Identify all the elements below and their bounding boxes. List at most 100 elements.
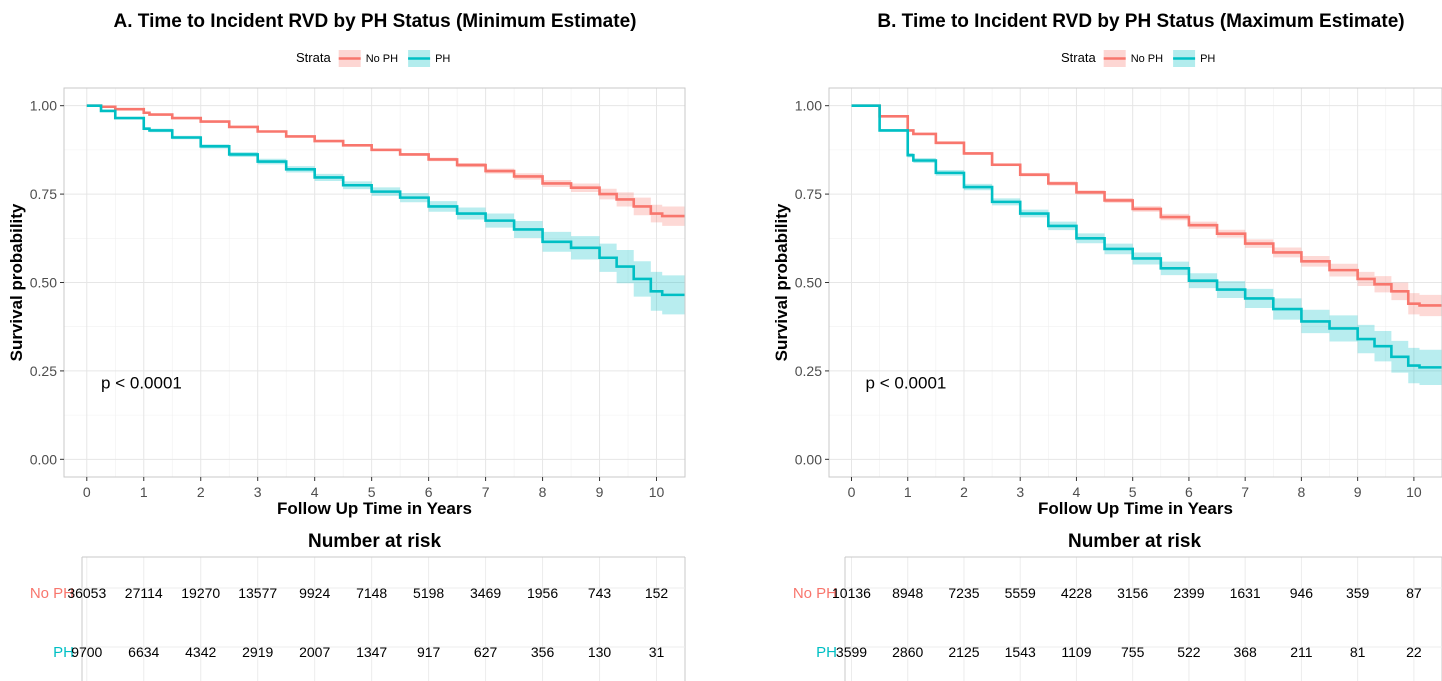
y-tick-label: 0.25 [30,363,57,379]
risk-count: 1956 [527,585,558,601]
risk-count: 13577 [238,585,277,601]
legend-label-no-ph: No PH [366,53,398,65]
risk-count: 946 [1290,585,1314,601]
y-axis-title: Survival probability [7,203,26,361]
risk-count: 2125 [948,644,979,660]
p-value-annotation: p < 0.0001 [101,374,182,393]
risk-count: 8948 [892,585,923,601]
x-axis-title: Follow Up Time in Years [277,499,472,518]
x-tick-label: 10 [649,484,665,500]
risk-count: 152 [645,585,669,601]
risk-count: 743 [588,585,612,601]
risk-count: 7148 [356,585,387,601]
survival-curve-no-ph [86,104,685,218]
y-tick-label: 1.00 [30,98,57,114]
survival-curve-ph [86,104,685,297]
x-tick-label: 3 [1016,484,1024,500]
risk-count: 7235 [948,585,979,601]
x-axis-title: Follow Up Time in Years [1038,499,1233,518]
risk-count: 368 [1233,644,1257,660]
risk-count: 3599 [836,644,867,660]
y-tick-label: 0.75 [30,186,57,202]
risk-count: 36053 [67,585,106,601]
risk-count: 27114 [125,585,163,601]
x-tick-label: 9 [596,484,604,500]
x-tick-label: 8 [1298,484,1306,500]
risk-count: 2860 [892,644,923,660]
risk-count: 6634 [128,644,159,660]
x-tick-label: 7 [482,484,490,500]
risk-count: 10136 [832,585,871,601]
risk-row-label-no-ph: No PH [793,585,837,602]
risk-count: 522 [1177,644,1201,660]
y-tick-label: 1.00 [795,98,822,114]
x-tick-label: 2 [960,484,968,500]
y-tick-label: 0.00 [795,451,822,467]
x-tick-label: 1 [904,484,912,500]
risk-count: 1543 [1005,644,1036,660]
risk-count: 2919 [242,644,273,660]
legend-title: Strata [296,50,331,65]
x-tick-label: 4 [1073,484,1081,500]
risk-count: 627 [474,644,498,660]
chart-title: B. Time to Incident RVD by PH Status (Ma… [877,11,1404,32]
x-tick-label: 8 [539,484,547,500]
y-tick-label: 0.75 [795,186,822,202]
risk-count: 5559 [1005,585,1036,601]
x-tick-label: 0 [83,484,91,500]
p-value-annotation: p < 0.0001 [866,374,947,393]
survival-curve-ph [851,104,1442,369]
grid [829,88,1442,477]
chart-title: A. Time to Incident RVD by PH Status (Mi… [114,11,637,32]
risk-count: 19270 [181,585,220,601]
risk-count: 1631 [1230,585,1261,601]
y-tick-label: 0.50 [795,275,822,291]
risk-row-label-ph: PH [53,644,74,661]
risk-count: 87 [1406,585,1422,601]
risk-count: 31 [649,644,665,660]
risk-count: 9924 [299,585,330,601]
risk-count: 2399 [1173,585,1204,601]
risk-count: 359 [1346,585,1370,601]
ci-band-no-ph [851,105,1442,317]
legend-label-ph: PH [1200,53,1215,65]
x-tick-label: 2 [197,484,205,500]
risk-count: 917 [417,644,441,660]
x-tick-label: 6 [1185,484,1193,500]
x-tick-label: 6 [425,484,433,500]
risk-count: 755 [1121,644,1145,660]
risk-count: 3469 [470,585,501,601]
survival-curve-no-ph [851,104,1442,307]
legend-label-no-ph: No PH [1131,53,1163,65]
risk-count: 356 [531,644,555,660]
risk-count: 4342 [185,644,216,660]
y-tick-label: 0.50 [30,275,57,291]
legend: Strata No PH PH [1061,50,1215,67]
x-tick-label: 5 [368,484,376,500]
ci-band-ph [851,105,1442,386]
risk-count: 22 [1406,644,1422,660]
x-tick-label: 7 [1241,484,1249,500]
km-panel-b: B. Time to Incident RVD by PH Status (Ma… [772,11,1442,681]
x-tick-label: 10 [1406,484,1422,500]
y-axis-title: Survival probability [772,203,791,361]
risk-count: 81 [1350,644,1366,660]
risk-count: 5198 [413,585,444,601]
risk-row-label-no-ph: No PH [30,585,74,602]
y-tick-label: 0.00 [30,451,57,467]
x-tick-label: 4 [311,484,319,500]
risk-row-label-ph: PH [816,644,837,661]
risk-count: 130 [588,644,612,660]
risk-count: 3156 [1117,585,1148,601]
risk-table-title: Number at risk [1068,531,1201,552]
x-tick-label: 9 [1354,484,1362,500]
x-tick-label: 1 [140,484,148,500]
risk-count: 1347 [356,644,387,660]
x-tick-label: 0 [848,484,856,500]
y-tick-label: 0.25 [795,363,822,379]
risk-count: 211 [1290,644,1313,660]
x-tick-label: 5 [1129,484,1137,500]
legend: Strata No PH PH [296,50,450,67]
